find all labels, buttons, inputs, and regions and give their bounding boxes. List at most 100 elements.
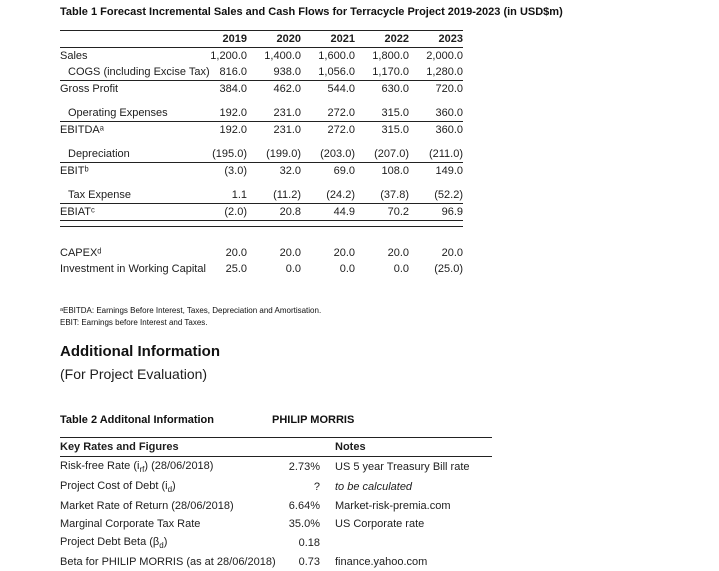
row-label: Marginal Corporate Tax Rate xyxy=(60,515,265,533)
cell-value: 1,200.0 xyxy=(193,48,247,65)
row-label: Operating Expenses xyxy=(60,105,193,122)
cell-value: (37.8) xyxy=(355,187,409,204)
row-label: COGS (including Excise Tax) xyxy=(60,64,193,81)
rate-value: ? xyxy=(265,477,320,497)
subscript: rf xyxy=(139,465,144,474)
cell-value: 44.9 xyxy=(301,204,355,221)
row-label: Risk-free Rate (irf) (28/06/2018) xyxy=(60,456,265,477)
spacer-cell xyxy=(60,97,463,105)
note-cell: finance.yahoo.com xyxy=(320,553,492,571)
col-header-notes: Notes xyxy=(320,437,492,456)
table2-title: Table 2 Additonal Information xyxy=(60,414,214,426)
cell-value: 1,400.0 xyxy=(247,48,301,65)
year-header: 2021 xyxy=(301,31,355,48)
cell-value: 1,800.0 xyxy=(355,48,409,65)
row-label: Project Cost of Debt (id) xyxy=(60,477,265,497)
cell-value: 272.0 xyxy=(301,105,355,122)
table-row: Depreciation(195.0)(199.0)(203.0)(207.0)… xyxy=(60,146,463,163)
cell-value: 108.0 xyxy=(355,163,409,180)
row-label: Gross Profit xyxy=(60,81,193,98)
cell-value: (2.0) xyxy=(193,204,247,221)
cell-value: 360.0 xyxy=(409,105,463,122)
cell-value: (24.2) xyxy=(301,187,355,204)
cell-value: 20.0 xyxy=(355,245,409,261)
year-header: 2020 xyxy=(247,31,301,48)
year-header: 2019 xyxy=(193,31,247,48)
spacer-cell xyxy=(60,179,463,187)
row-label: EBITᵇ xyxy=(60,163,193,180)
row-label: CAPEXᵈ xyxy=(60,245,193,261)
cell-value: 20.0 xyxy=(409,245,463,261)
table-row: Project Debt Beta (βd)0.18 xyxy=(60,533,492,553)
cell-value: (11.2) xyxy=(247,187,301,204)
row-label: Depreciation xyxy=(60,146,193,163)
cell-value: 70.2 xyxy=(355,204,409,221)
row-label: Market Rate of Return (28/06/2018) xyxy=(60,497,265,515)
row-label: EBIATᶜ xyxy=(60,204,193,221)
note-cell xyxy=(320,533,492,553)
row-label: Investment in Working Capital xyxy=(60,261,193,277)
note-cell: Market-risk-premia.com xyxy=(320,497,492,515)
cell-value: 20.8 xyxy=(247,204,301,221)
cell-value: 149.0 xyxy=(409,163,463,180)
cell-value: 1,056.0 xyxy=(301,64,355,81)
spacer-cell xyxy=(60,138,463,146)
cell-value: 231.0 xyxy=(247,122,301,139)
spacer-row xyxy=(60,138,463,146)
cell-value: (3.0) xyxy=(193,163,247,180)
year-header: 2022 xyxy=(355,31,409,48)
cell-value: 384.0 xyxy=(193,81,247,98)
cell-value: (25.0) xyxy=(409,261,463,277)
cell-value: 544.0 xyxy=(301,81,355,98)
row-label: Tax Expense xyxy=(60,187,193,204)
row-label: Project Debt Beta (βd) xyxy=(60,533,265,553)
footnote-ebitda: ᵃEBITDA: Earnings Before Interest, Taxes… xyxy=(60,305,719,317)
year-header: 2023 xyxy=(409,31,463,48)
cell-value: 192.0 xyxy=(193,105,247,122)
cell-value: 2,000.0 xyxy=(409,48,463,65)
footnote-ebit: EBIT: Earnings before Interest and Taxes… xyxy=(60,317,719,329)
table-row: Project Cost of Debt (id)?to be calculat… xyxy=(60,477,492,497)
cell-value: 20.0 xyxy=(193,245,247,261)
table2-company: PHILIP MORRIS xyxy=(272,414,354,426)
cell-value: 192.0 xyxy=(193,122,247,139)
table-row: Market Rate of Return (28/06/2018)6.64%M… xyxy=(60,497,492,515)
cell-value: 0.0 xyxy=(247,261,301,277)
spacer-row xyxy=(60,227,463,245)
cell-value: (199.0) xyxy=(247,146,301,163)
cell-value: 462.0 xyxy=(247,81,301,98)
cell-value: (207.0) xyxy=(355,146,409,163)
row-label: Beta for PHILIP MORRIS (as at 28/06/2018… xyxy=(60,553,265,571)
cell-value: 1,280.0 xyxy=(409,64,463,81)
cell-value: (211.0) xyxy=(409,146,463,163)
cell-value: 360.0 xyxy=(409,122,463,139)
footnotes: ᵃEBITDA: Earnings Before Interest, Taxes… xyxy=(60,305,719,329)
note-cell: US 5 year Treasury Bill rate xyxy=(320,456,492,477)
row-label: Sales xyxy=(60,48,193,65)
row-label: EBITDAᵃ xyxy=(60,122,193,139)
rate-value: 0.73 xyxy=(265,553,320,571)
cell-value: 720.0 xyxy=(409,81,463,98)
cell-value: (52.2) xyxy=(409,187,463,204)
cell-value: 0.0 xyxy=(355,261,409,277)
cell-value: 1.1 xyxy=(193,187,247,204)
cell-value: 231.0 xyxy=(247,105,301,122)
cell-value: 315.0 xyxy=(355,105,409,122)
rate-value: 35.0% xyxy=(265,515,320,533)
cell-value: 315.0 xyxy=(355,122,409,139)
spacer-row xyxy=(60,97,463,105)
subscript: d xyxy=(168,485,172,494)
cell-value: 20.0 xyxy=(301,245,355,261)
subscript: d xyxy=(159,541,163,550)
